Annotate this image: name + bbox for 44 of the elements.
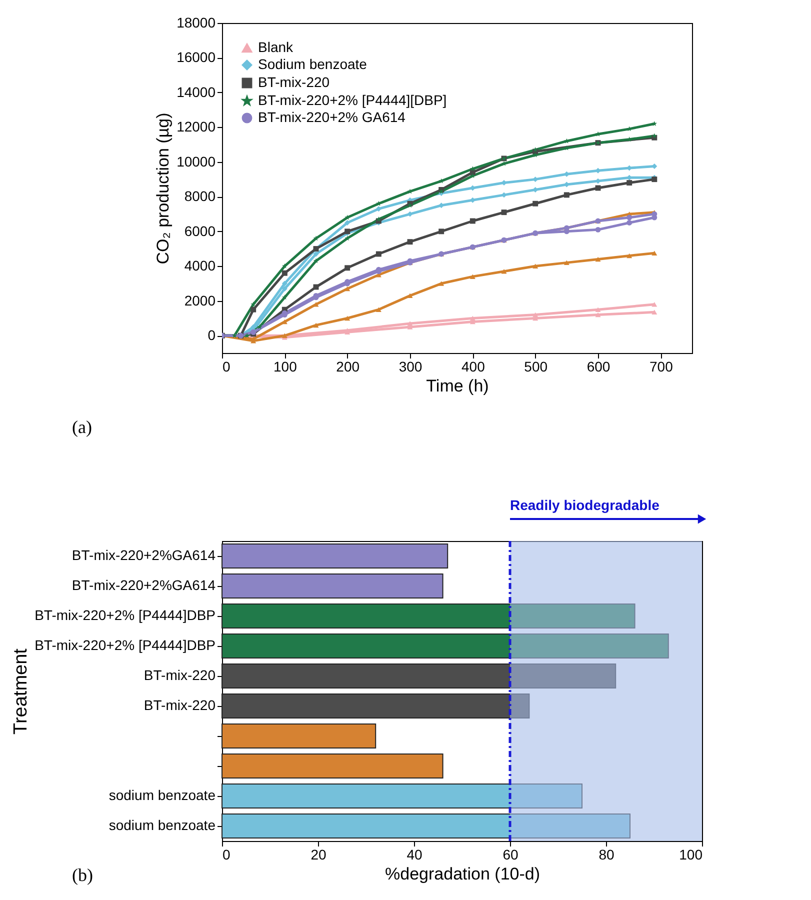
x-tick-label: 0 (222, 358, 230, 374)
legend-label: Sodium benzoate (258, 56, 368, 72)
x-tick-label: 600 (586, 358, 610, 374)
legend-label: BT-mix-220+2% [P4444][DBP] (258, 92, 447, 108)
y-tick-label: BT-mix-220+2% [P4444]DBP (34, 637, 216, 653)
x-axis-title: Time (h) (426, 376, 489, 396)
y-tick-label: sodium benzoate (108, 787, 216, 803)
legend-label: BT-mix-220+2% GA614 (258, 109, 406, 125)
x-tick-label: 100 (679, 846, 703, 862)
y-tick-label: BT-mix-220+2% [P4444]DBP (34, 607, 216, 623)
x-tick-label: 100 (273, 358, 298, 374)
x-tick-label: 500 (524, 358, 548, 374)
legend-label: Blank (258, 39, 294, 55)
y-tick-label: 18000 (176, 14, 216, 30)
text: (b) (72, 865, 93, 885)
legend-label: BT-mix-220 (258, 74, 330, 90)
x-tick-label: 300 (398, 358, 422, 374)
band-label: Readily biodegradable (510, 497, 660, 513)
y-tick-label: 10000 (176, 153, 216, 170)
y-axis-title: CO₂ production (µg) (154, 112, 173, 264)
y-tick-label: BT-mix-220 (144, 697, 216, 713)
y-tick-label: 16000 (176, 49, 216, 66)
y-tick-label: 4000 (184, 258, 216, 274)
y-tick-label: 2000 (184, 292, 216, 308)
x-tick-label: 80 (598, 846, 614, 862)
y-tick-label: BT-mix-220+2%GA614 (72, 547, 216, 563)
x-tick-label: 400 (461, 358, 486, 374)
y-tick-label: 14000 (176, 84, 216, 100)
y-axis-title: Treatment (10, 648, 32, 734)
x-axis-title: %degradation (10-d) (385, 864, 540, 884)
y-tick-label: 6000 (184, 222, 216, 239)
text: (a) (72, 417, 92, 437)
x-tick-label: 0 (222, 846, 230, 862)
x-tick-label: 700 (649, 358, 674, 374)
y-tick-label: 8000 (184, 188, 216, 204)
y-tick-label: 12000 (176, 118, 216, 135)
x-tick-label: 40 (406, 846, 422, 862)
y-tick-label: sodium benzoate (108, 817, 216, 833)
x-tick-label: 60 (502, 846, 518, 862)
y-tick-label: BT-mix-220+2%GA614 (72, 577, 216, 593)
x-tick-label: 20 (310, 846, 326, 862)
x-tick-label: 200 (336, 358, 360, 374)
y-tick-label: 0 (208, 327, 216, 344)
y-tick-label: BT-mix-220 (144, 667, 216, 683)
